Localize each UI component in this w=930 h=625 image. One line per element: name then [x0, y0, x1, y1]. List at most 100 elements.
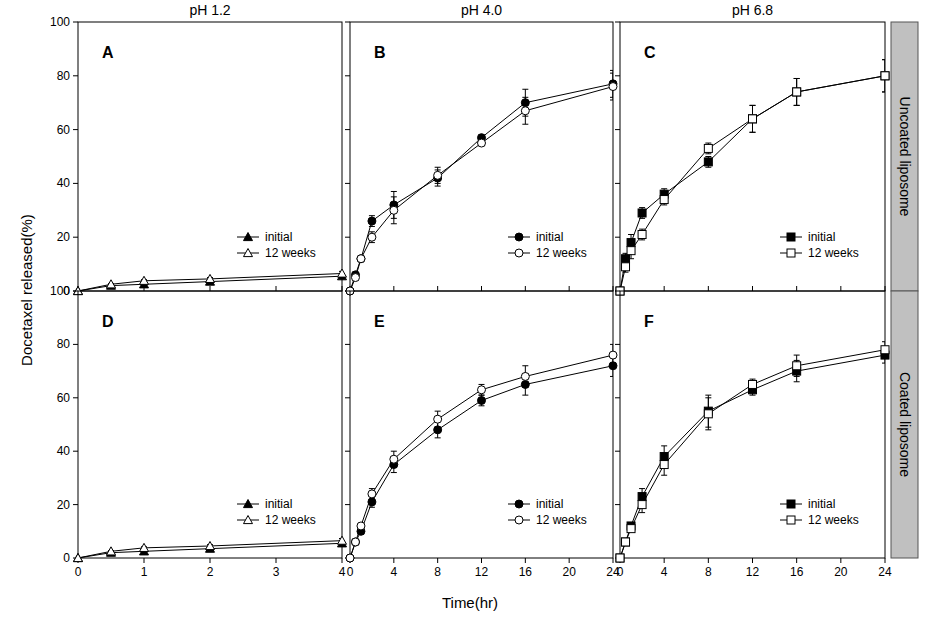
data-point	[351, 538, 359, 546]
error-bar	[610, 73, 613, 100]
data-point	[622, 255, 630, 263]
legend-label: initial	[808, 230, 835, 244]
data-point	[521, 99, 529, 107]
x-tick	[708, 286, 709, 291]
error-bar	[435, 411, 441, 427]
legend: initial12 weeks	[237, 230, 316, 260]
data-point	[793, 88, 801, 96]
y-tick-label: 60	[57, 123, 71, 137]
x-tick	[525, 286, 526, 291]
error-bar	[750, 105, 756, 132]
plot-frame	[620, 291, 885, 558]
y-tick	[73, 291, 78, 292]
x-tick	[437, 558, 438, 563]
series-line	[78, 274, 342, 291]
y-tick-label: 100	[50, 15, 70, 29]
data-point	[638, 231, 646, 239]
legend-marker	[244, 233, 253, 241]
legend-marker	[787, 233, 795, 241]
series-line	[620, 76, 885, 291]
x-tick-label: 0	[347, 565, 354, 579]
legend-marker	[244, 249, 253, 257]
y-tick	[615, 183, 620, 184]
x-tick	[210, 286, 211, 291]
data-lines	[350, 344, 613, 558]
data-point	[627, 247, 635, 255]
x-tick-label: 4	[339, 565, 346, 579]
error-bar	[369, 489, 375, 500]
data-point	[206, 541, 215, 549]
error-bar	[705, 143, 711, 154]
error-bar	[882, 60, 885, 92]
data-point	[749, 115, 757, 123]
column-title: pH 6.8	[732, 2, 773, 18]
data-point	[638, 209, 646, 217]
panel-title: C	[644, 44, 656, 61]
data-point	[521, 107, 529, 115]
y-tick	[615, 397, 620, 398]
y-tick-label: 0	[63, 551, 70, 565]
data-markers	[74, 536, 347, 561]
error-bar	[661, 194, 667, 205]
legend-marker	[787, 516, 795, 524]
error-bar	[794, 78, 800, 105]
x-tick	[840, 558, 841, 563]
plot-frame	[350, 22, 613, 291]
x-tick	[752, 286, 753, 291]
legend-label: 12 weeks	[808, 513, 859, 527]
panel-title: D	[102, 313, 114, 330]
data-point	[881, 72, 889, 80]
data-point	[616, 554, 624, 562]
data-lines	[620, 342, 885, 558]
error-bar	[794, 360, 800, 381]
data-point	[140, 276, 149, 284]
panel: 020406080100Ainitial12 weeks	[50, 15, 347, 298]
data-point	[793, 362, 801, 370]
legend: initial12 weeks	[780, 497, 859, 527]
x-tick-label: 20	[834, 565, 848, 579]
x-tick-label: 16	[519, 565, 533, 579]
error-bar	[391, 191, 397, 218]
data-point	[478, 396, 486, 404]
data-point	[660, 196, 668, 204]
y-tick	[615, 291, 620, 292]
panel-title: F	[644, 313, 654, 330]
legend-marker	[515, 233, 523, 241]
data-point	[881, 346, 889, 354]
series-line	[350, 84, 613, 291]
data-point	[660, 453, 668, 461]
y-tick	[73, 344, 78, 345]
legend-label: initial	[265, 230, 292, 244]
data-point	[704, 144, 712, 152]
x-tick	[525, 558, 526, 563]
data-point	[609, 351, 617, 359]
error-bar	[705, 398, 711, 430]
plot-frame	[620, 22, 885, 291]
data-point	[622, 538, 630, 546]
data-point	[434, 426, 442, 434]
data-point	[346, 554, 354, 562]
y-tick	[615, 344, 620, 345]
y-tick-label: 20	[57, 230, 71, 244]
data-point	[107, 280, 116, 288]
plot-frame	[78, 22, 342, 291]
y-tick	[345, 291, 350, 292]
x-tick	[613, 286, 614, 291]
x-tick-label: 1	[141, 565, 148, 579]
y-tick	[73, 22, 78, 23]
data-point	[704, 158, 712, 166]
y-tick	[73, 291, 78, 292]
y-tick-label: 80	[57, 337, 71, 351]
data-point	[368, 233, 376, 241]
x-tick	[393, 286, 394, 291]
data-point	[368, 217, 376, 225]
y-axis-label: Docetaxel released(%)	[18, 214, 35, 366]
data-point	[390, 455, 398, 463]
error-bar	[522, 89, 528, 116]
data-point	[74, 554, 83, 562]
y-tick	[345, 451, 350, 452]
y-tick	[345, 291, 350, 292]
data-point	[627, 239, 635, 247]
data-point	[140, 543, 149, 551]
data-point	[616, 554, 624, 562]
